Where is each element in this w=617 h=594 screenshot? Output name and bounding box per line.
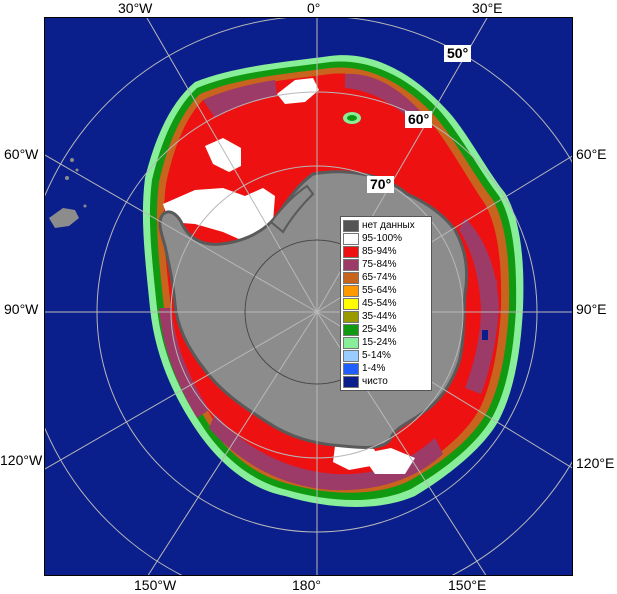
legend-label: 65-74% [362, 271, 397, 283]
lon-label-60w: 60°W [4, 146, 39, 162]
islands-left [49, 158, 87, 228]
legend-swatch [343, 284, 359, 297]
lon-label-90w: 90°W [4, 301, 39, 317]
lon-label-30w: 30°W [118, 0, 153, 16]
map-frame [44, 17, 573, 576]
legend-item: 5-14% [343, 349, 429, 362]
legend-label: 85-94% [362, 245, 397, 257]
sea-ice-map [45, 18, 572, 575]
legend-swatch [343, 323, 359, 336]
lon-label-60e: 60°E [576, 146, 607, 162]
legend-swatch [343, 362, 359, 375]
lon-label-90e: 90°E [576, 301, 607, 317]
legend-swatch [343, 219, 359, 232]
legend-item: 25-34% [343, 323, 429, 336]
legend-label: нет данных [362, 219, 415, 231]
legend-item: 35-44% [343, 310, 429, 323]
legend-item: 45-54% [343, 297, 429, 310]
legend-item: 1-4% [343, 362, 429, 375]
legend-swatch [343, 297, 359, 310]
lat-label-60: 60° [405, 111, 433, 128]
lat-label-50: 50° [444, 45, 472, 62]
legend-swatch [343, 349, 359, 362]
lon-label-30e: 30°E [472, 0, 503, 16]
lon-label-150e: 150°E [448, 577, 487, 593]
legend-item: 95-100% [343, 232, 429, 245]
legend-item: 85-94% [343, 245, 429, 258]
legend-swatch [343, 336, 359, 349]
legend: нет данных 95-100% 85-94% 75-84% 65-74% 55-64… [340, 216, 432, 391]
legend-item: 15-24% [343, 336, 429, 349]
legend-label: 15-24% [362, 336, 397, 348]
antarctic-peninsula [269, 184, 315, 234]
legend-swatch [343, 375, 359, 388]
legend-label: 75-84% [362, 258, 397, 270]
legend-label: 1-4% [362, 362, 386, 374]
legend-swatch [343, 245, 359, 258]
lat-label-70: 70° [367, 176, 395, 193]
lon-label-120e: 120°E [576, 455, 615, 471]
legend-label: 35-44% [362, 310, 397, 322]
lon-label-180: 180° [292, 577, 321, 593]
legend-item: 65-74% [343, 271, 429, 284]
legend-item: нет данных [343, 219, 429, 232]
legend-label: 5-14% [362, 349, 391, 361]
legend-item: чисто [343, 375, 429, 388]
legend-swatch [343, 310, 359, 323]
lon-label-150w: 150°W [134, 577, 177, 593]
legend-label: 45-54% [362, 297, 397, 309]
legend-label: 25-34% [362, 323, 397, 335]
lon-label-0: 0° [307, 0, 321, 16]
lon-label-120w: 120°W [0, 452, 43, 468]
legend-item: 55-64% [343, 284, 429, 297]
legend-swatch [343, 258, 359, 271]
legend-label: чисто [362, 375, 388, 387]
legend-item: 75-84% [343, 258, 429, 271]
legend-swatch [343, 232, 359, 245]
legend-label: 55-64% [362, 284, 397, 296]
legend-swatch [343, 271, 359, 284]
legend-label: 95-100% [362, 232, 403, 244]
